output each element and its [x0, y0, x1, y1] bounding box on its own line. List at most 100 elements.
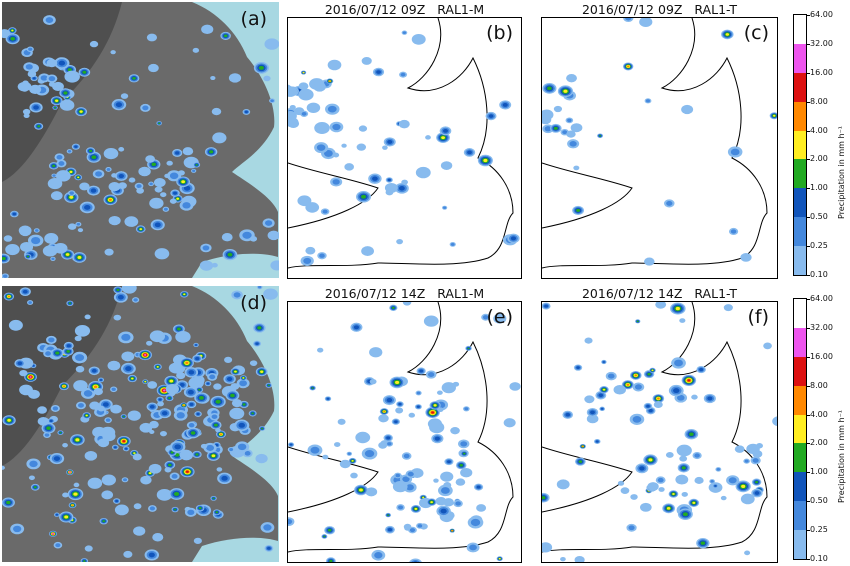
rain-cell [51, 257, 55, 261]
rain-cell [52, 174, 56, 177]
colorbar-tick-mark [807, 275, 810, 276]
rain-cell [384, 182, 398, 193]
rain-cell [110, 50, 116, 55]
colorbar-segment [794, 530, 806, 559]
rain-cell [182, 147, 194, 156]
rain-cell [584, 337, 593, 344]
rain-cell [402, 476, 410, 482]
rain-cell [45, 17, 54, 24]
colorbar-tick-label: 16.00 [810, 351, 833, 361]
rain-cell [54, 106, 57, 109]
rain-cell [183, 185, 191, 191]
rain-cell [391, 306, 395, 309]
rain-cell [28, 301, 32, 304]
rain-cell [113, 446, 117, 449]
rain-cell [450, 426, 460, 435]
rain-cell [772, 114, 776, 117]
rain-cell [666, 506, 671, 510]
rain-cell [306, 102, 321, 113]
rain-cell [653, 401, 663, 409]
rain-cell [476, 485, 481, 489]
rain-cell [74, 324, 91, 337]
colorbar-segment [794, 327, 806, 357]
rain-cell [106, 168, 111, 171]
rain-cell [22, 108, 31, 115]
rain-cell [634, 384, 642, 390]
rain-cell [149, 506, 156, 511]
rain-cell [657, 397, 660, 400]
rain-cell [359, 488, 363, 492]
panel-e-model-map: (e) [287, 301, 522, 563]
rain-cell [199, 260, 214, 271]
rain-cell [720, 495, 727, 501]
rain-cell [387, 514, 390, 516]
rain-cell [194, 344, 198, 346]
rain-cell [311, 387, 314, 389]
rain-cell [224, 356, 233, 364]
rain-cell [242, 231, 252, 239]
rain-cell [415, 166, 431, 179]
rain-cell [52, 406, 59, 411]
rain-cell [728, 477, 737, 484]
rain-cell [467, 150, 472, 155]
colorbar-tick-mark [807, 443, 810, 445]
rain-cell [228, 73, 242, 83]
rain-cell [44, 433, 50, 437]
rain-cell [242, 377, 245, 379]
model-map-f [542, 302, 777, 562]
rain-cell [7, 295, 11, 298]
rain-cell [244, 110, 249, 114]
rain-cell [347, 452, 351, 456]
rain-cell [49, 419, 53, 423]
colorbar-tick-mark [807, 385, 810, 387]
colorbar-tick-mark [807, 130, 810, 132]
rain-cell [210, 75, 216, 81]
rain-cell [50, 191, 63, 201]
rain-cell [146, 33, 158, 42]
rain-cell [192, 47, 200, 53]
rain-cell [19, 226, 32, 237]
rain-cell [62, 492, 69, 498]
rain-cell [188, 422, 195, 428]
rain-cell [69, 195, 74, 199]
rain-cell [89, 401, 101, 410]
rain-cell [123, 550, 133, 558]
model-map-b [288, 18, 520, 269]
rain-cell [154, 186, 163, 193]
colorbar-tick-mark [807, 356, 810, 358]
rain-cell [158, 122, 161, 125]
rain-cell [353, 325, 360, 330]
rain-cell [498, 557, 501, 560]
rain-cell [199, 396, 204, 400]
panel-f-model-map: (f) [541, 301, 778, 563]
rain-cell [105, 418, 111, 422]
rain-cell [576, 366, 580, 369]
rain-cell [83, 560, 86, 562]
rain-cell [386, 397, 393, 403]
rain-cell [68, 471, 71, 474]
rain-cell [59, 99, 75, 111]
colorbar-tick-label: 16.00 [810, 67, 833, 77]
rain-cell [255, 453, 268, 464]
rain-cell [229, 407, 245, 420]
colorbar-tick-mark [807, 159, 810, 161]
rain-cell [255, 342, 259, 345]
rain-cell [65, 253, 70, 256]
rain-cell [356, 143, 367, 151]
rain-cell [179, 382, 185, 387]
rain-cell [77, 403, 84, 408]
rain-cell [244, 451, 251, 456]
rain-cell [216, 467, 223, 472]
rain-cell [176, 372, 186, 380]
panel-d-radar-map: (d) [2, 286, 279, 562]
rain-cell [460, 468, 473, 478]
rain-cell [147, 381, 158, 389]
rain-cell [83, 390, 93, 397]
rain-cell [322, 209, 328, 214]
rain-cell [102, 520, 106, 523]
rain-cell [392, 480, 408, 493]
rain-cell [249, 360, 258, 367]
rain-cell [400, 72, 406, 77]
rain-cell [58, 161, 65, 166]
rain-cell [682, 512, 688, 517]
